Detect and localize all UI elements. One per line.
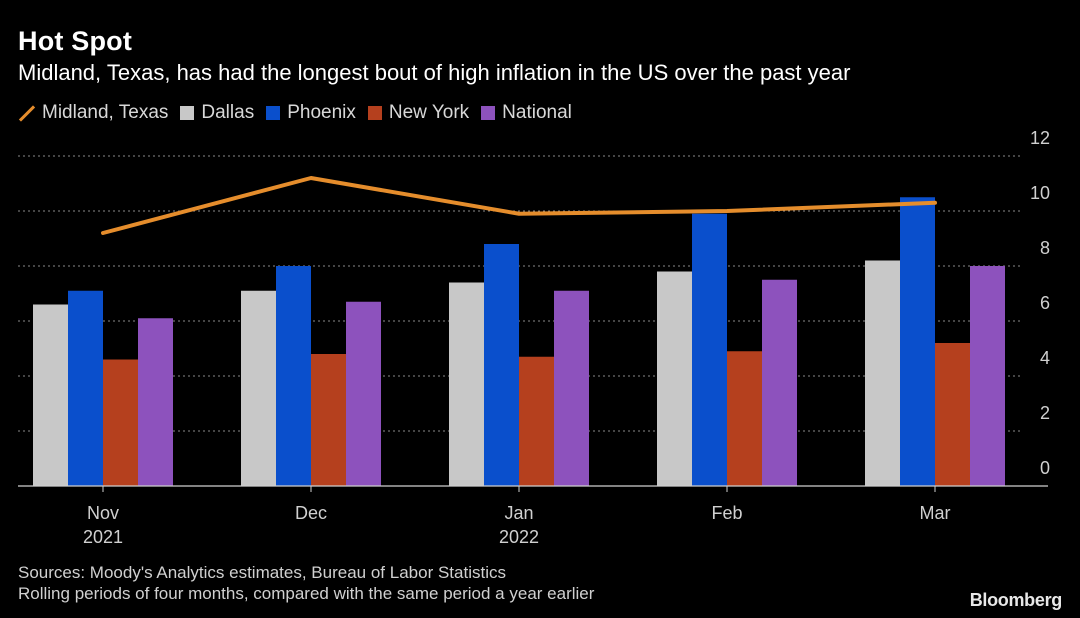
bar-new-york — [727, 351, 762, 486]
y-tick-label: 8 — [1040, 238, 1050, 258]
y-tick-label: 12 — [1030, 128, 1050, 148]
footer-note: Rolling periods of four months, compared… — [18, 584, 595, 603]
bar-national — [138, 318, 173, 486]
y-tick-label: 10 — [1030, 183, 1050, 203]
legend-label: Dallas — [201, 102, 255, 123]
bar-dallas — [449, 282, 484, 486]
y-tick-label: 6 — [1040, 293, 1050, 313]
bar-new-york — [519, 356, 554, 486]
x-tick-label: Nov — [87, 503, 119, 523]
y-tick-label: 2 — [1040, 403, 1050, 423]
legend-item-phoenix: Phoenix — [266, 102, 356, 124]
bar-phoenix — [484, 244, 519, 486]
legend-label: National — [502, 102, 572, 123]
x-tick-year-label: 2021 — [83, 527, 123, 547]
legend-swatch-icon — [180, 106, 195, 120]
bar-national — [554, 290, 589, 486]
bar-dallas — [33, 304, 68, 486]
bar-phoenix — [692, 213, 727, 486]
legend-item-national: National — [481, 102, 572, 124]
bar-national — [970, 266, 1005, 486]
footer-sources: Sources: Moody's Analytics estimates, Bu… — [18, 563, 506, 582]
legend-label: Phoenix — [287, 102, 356, 123]
x-tick-label: Mar — [920, 503, 951, 523]
legend-label: Midland, Texas — [42, 102, 169, 123]
bar-national — [346, 301, 381, 486]
legend-swatch-icon — [266, 106, 281, 120]
line-midland-texas — [101, 176, 937, 235]
legend-label: New York — [388, 102, 470, 123]
legend-item-new-york: New York — [367, 102, 470, 124]
chart-subtitle: Midland, Texas, has had the longest bout… — [18, 60, 851, 85]
bar-phoenix — [276, 266, 311, 486]
y-tick-label: 4 — [1040, 348, 1050, 368]
x-tick-label: Jan — [504, 503, 533, 523]
legend-item-dallas: Dallas — [180, 102, 254, 124]
legend-swatch-icon — [367, 106, 382, 120]
legend: Midland, Texas Dallas Phoenix New York N… — [18, 100, 584, 126]
bar-dallas — [865, 260, 900, 486]
bar-national — [762, 279, 797, 486]
bar-dallas — [241, 290, 276, 486]
bar-phoenix — [68, 290, 103, 486]
x-tick-label: Feb — [711, 503, 742, 523]
bar-new-york — [103, 359, 138, 486]
bar-phoenix — [900, 197, 935, 486]
y-tick-label: 0 — [1040, 458, 1050, 478]
legend-item-midland: Midland, Texas — [18, 102, 168, 124]
x-tick-year-label: 2022 — [499, 527, 539, 547]
x-tick-label: Dec — [295, 503, 327, 523]
bar-dallas — [657, 271, 692, 486]
chart-title: Hot Spot — [18, 26, 133, 56]
bloomberg-logo: Bloomberg — [969, 590, 1063, 610]
bar-new-york — [935, 343, 970, 486]
legend-swatch-icon — [481, 106, 496, 120]
bar-new-york — [311, 354, 346, 486]
